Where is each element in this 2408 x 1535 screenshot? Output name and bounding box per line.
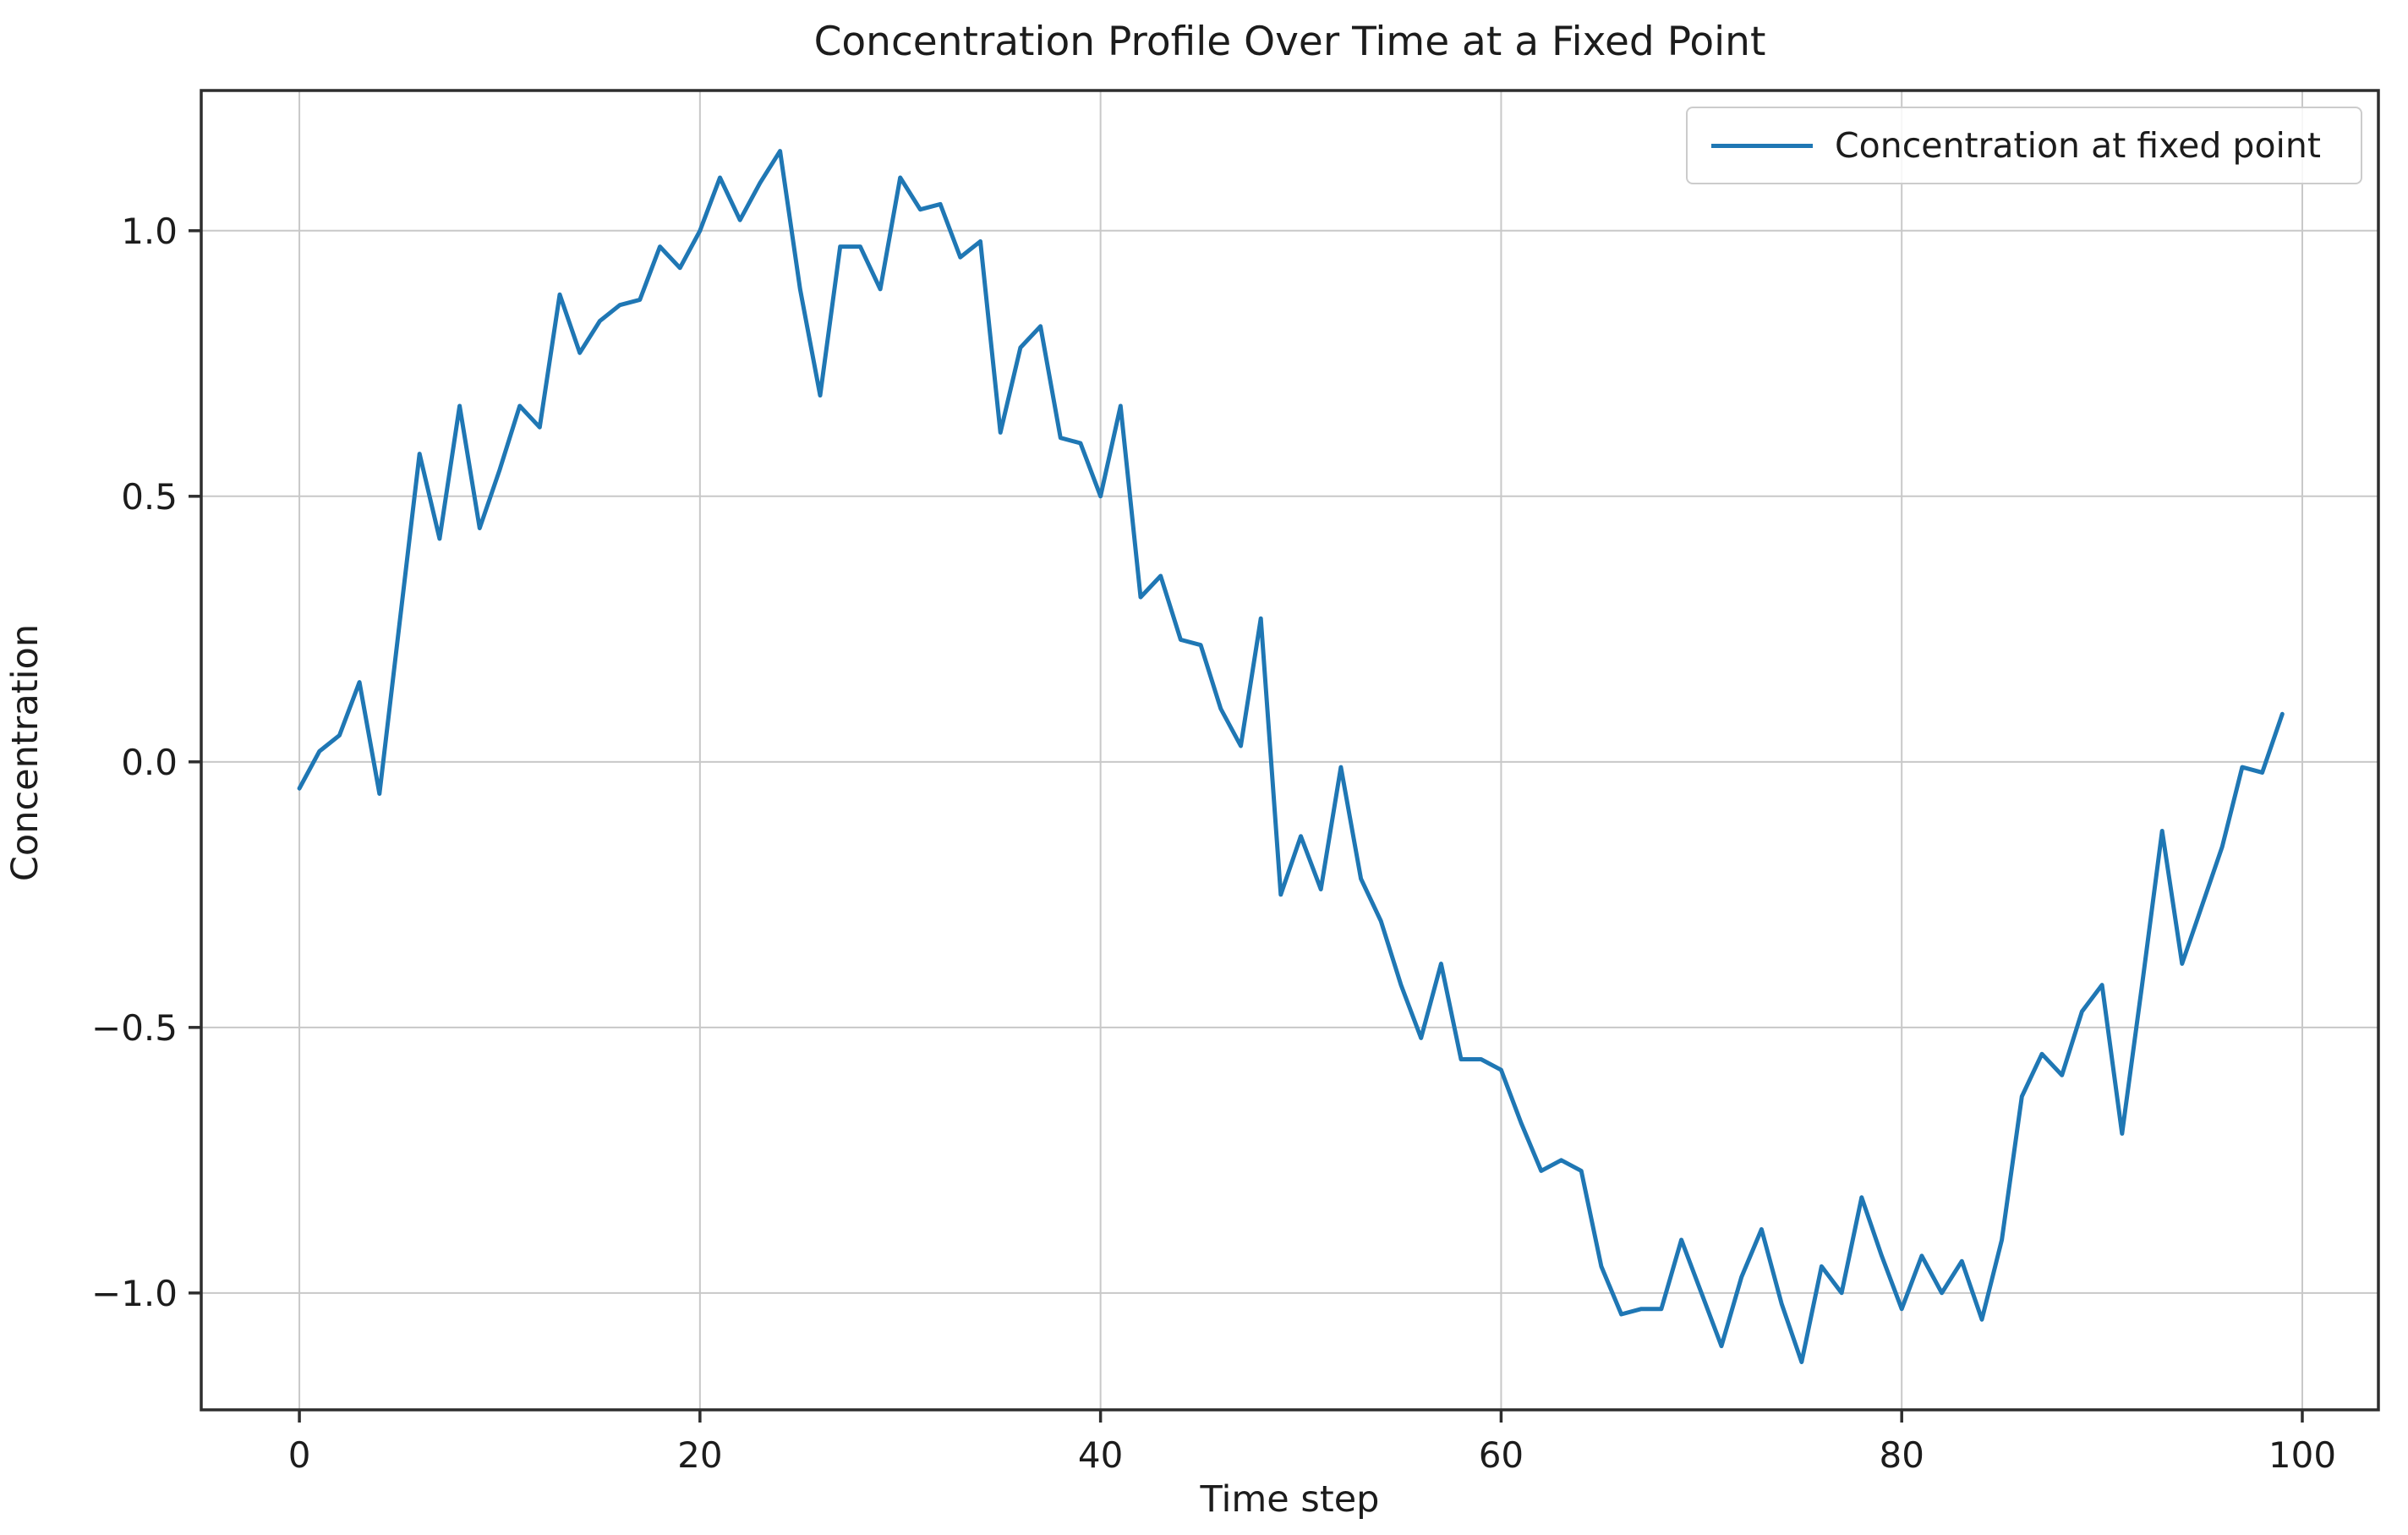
legend-line-sample bbox=[1711, 143, 1813, 148]
y-tick-label: −0.5 bbox=[91, 1007, 178, 1049]
y-tick-label: −1.0 bbox=[91, 1273, 178, 1314]
y-axis-label: Concentration bbox=[4, 623, 47, 882]
y-tick-label: 1.0 bbox=[121, 211, 178, 252]
y-tick-label: 0.5 bbox=[121, 476, 178, 518]
data-line bbox=[297, 149, 2285, 1364]
x-axis-label: Time step bbox=[1200, 1478, 1380, 1521]
y-tick-label: 0.0 bbox=[121, 742, 178, 783]
x-tick-label: 80 bbox=[1879, 1434, 1924, 1476]
chart-title: Concentration Profile Over Time at a Fix… bbox=[813, 19, 1766, 65]
x-tick-label: 40 bbox=[1078, 1434, 1123, 1476]
x-tick-label: 20 bbox=[677, 1434, 722, 1476]
x-tick-label: 100 bbox=[2268, 1434, 2336, 1476]
legend-entry-label: Concentration at fixed point bbox=[1835, 125, 2321, 166]
legend: Concentration at fixed point bbox=[1686, 107, 2362, 184]
plot-border bbox=[200, 89, 2380, 1412]
x-tick-label: 0 bbox=[288, 1434, 311, 1476]
x-tick-label: 60 bbox=[1479, 1434, 1524, 1476]
